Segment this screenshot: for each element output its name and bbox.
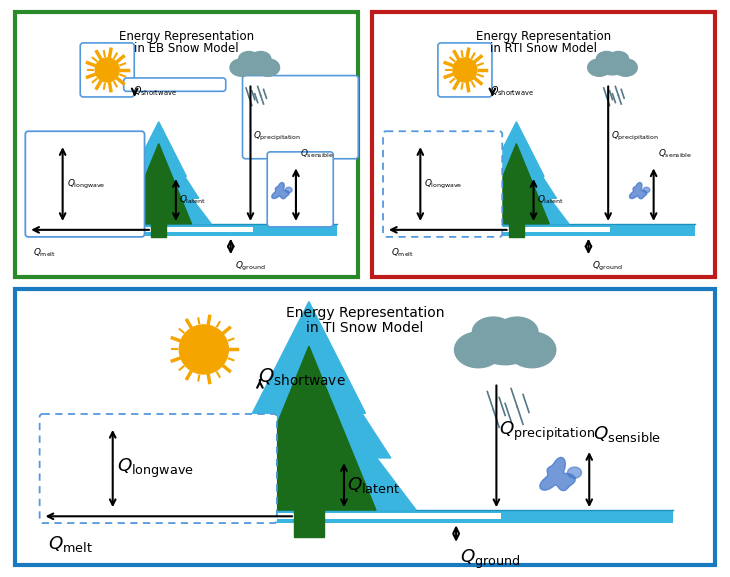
Polygon shape bbox=[126, 144, 191, 224]
Text: $Q_{\mathregular{latent}}$: $Q_{\mathregular{latent}}$ bbox=[537, 194, 564, 206]
Bar bbox=[509, 224, 523, 237]
Text: $Q_{\mathregular{melt}}$: $Q_{\mathregular{melt}}$ bbox=[391, 247, 414, 259]
Text: Energy Representation: Energy Representation bbox=[285, 306, 445, 320]
Polygon shape bbox=[483, 144, 549, 224]
Text: $Q_{\mathregular{latent}}$: $Q_{\mathregular{latent}}$ bbox=[347, 475, 400, 495]
Polygon shape bbox=[131, 122, 186, 177]
Polygon shape bbox=[106, 155, 211, 224]
Ellipse shape bbox=[455, 332, 502, 368]
Ellipse shape bbox=[496, 317, 538, 347]
Ellipse shape bbox=[508, 332, 556, 368]
Text: $Q_{\mathregular{sensible}}$: $Q_{\mathregular{sensible}}$ bbox=[593, 424, 661, 444]
FancyBboxPatch shape bbox=[438, 43, 492, 97]
Ellipse shape bbox=[596, 51, 617, 66]
Polygon shape bbox=[201, 369, 416, 510]
FancyBboxPatch shape bbox=[39, 414, 277, 523]
FancyBboxPatch shape bbox=[242, 76, 358, 159]
Text: $Q_{\mathregular{longwave}}$: $Q_{\mathregular{longwave}}$ bbox=[424, 178, 463, 190]
Polygon shape bbox=[242, 346, 376, 510]
Text: $Q_{\mathregular{longwave}}$: $Q_{\mathregular{longwave}}$ bbox=[117, 457, 193, 480]
Polygon shape bbox=[488, 122, 544, 177]
Text: $Q_{\mathregular{ground}}$: $Q_{\mathregular{ground}}$ bbox=[460, 548, 520, 571]
Bar bbox=[35, 224, 337, 236]
Ellipse shape bbox=[256, 59, 280, 76]
Ellipse shape bbox=[472, 317, 514, 347]
Polygon shape bbox=[227, 331, 391, 458]
Text: $Q_{\mathregular{sensible}}$: $Q_{\mathregular{sensible}}$ bbox=[658, 148, 692, 160]
Bar bbox=[294, 510, 324, 537]
Ellipse shape bbox=[588, 59, 611, 76]
Bar bbox=[393, 224, 695, 236]
Bar bbox=[57, 510, 673, 523]
Text: in TI Snow Model: in TI Snow Model bbox=[307, 321, 423, 335]
Ellipse shape bbox=[230, 59, 253, 76]
Polygon shape bbox=[272, 182, 289, 199]
Polygon shape bbox=[285, 187, 292, 193]
Text: $Q_{\mathregular{latent}}$: $Q_{\mathregular{latent}}$ bbox=[179, 194, 206, 206]
Text: $Q_{\mathregular{precipitation}}$: $Q_{\mathregular{precipitation}}$ bbox=[253, 130, 301, 144]
Bar bbox=[131, 513, 501, 519]
Polygon shape bbox=[567, 467, 582, 478]
Text: $Q_{\mathregular{ground}}$: $Q_{\mathregular{ground}}$ bbox=[235, 260, 266, 273]
Bar bbox=[72, 227, 253, 232]
Ellipse shape bbox=[250, 51, 271, 66]
Polygon shape bbox=[643, 187, 650, 193]
Text: in RTI Snow Model: in RTI Snow Model bbox=[491, 42, 597, 55]
Polygon shape bbox=[464, 155, 569, 224]
Polygon shape bbox=[629, 182, 647, 199]
FancyBboxPatch shape bbox=[267, 152, 334, 227]
Ellipse shape bbox=[598, 54, 627, 75]
Text: Energy Representation: Energy Representation bbox=[476, 29, 612, 43]
Ellipse shape bbox=[240, 54, 269, 75]
Text: $Q_{\mathregular{shortwave}}$: $Q_{\mathregular{shortwave}}$ bbox=[258, 367, 345, 388]
Text: $Q_{\mathregular{melt}}$: $Q_{\mathregular{melt}}$ bbox=[47, 534, 93, 554]
Text: $Q_{\mathregular{precipitation}}$: $Q_{\mathregular{precipitation}}$ bbox=[499, 419, 596, 443]
Text: $Q_{\mathregular{shortwave}}$: $Q_{\mathregular{shortwave}}$ bbox=[491, 84, 534, 98]
Circle shape bbox=[453, 58, 477, 82]
Text: $Q_{\mathregular{melt}}$: $Q_{\mathregular{melt}}$ bbox=[34, 247, 56, 259]
FancyBboxPatch shape bbox=[15, 12, 358, 277]
Ellipse shape bbox=[614, 59, 637, 76]
Polygon shape bbox=[253, 302, 366, 413]
Polygon shape bbox=[476, 136, 556, 198]
Bar bbox=[429, 227, 610, 232]
Ellipse shape bbox=[239, 51, 259, 66]
Bar bbox=[151, 224, 166, 237]
FancyBboxPatch shape bbox=[80, 43, 134, 97]
Ellipse shape bbox=[608, 51, 629, 66]
Text: Energy Representation: Energy Representation bbox=[118, 29, 254, 43]
Ellipse shape bbox=[475, 323, 535, 365]
Text: $Q_{\mathregular{precipitation}}$: $Q_{\mathregular{precipitation}}$ bbox=[611, 130, 659, 144]
FancyBboxPatch shape bbox=[123, 78, 226, 91]
Ellipse shape bbox=[246, 54, 264, 67]
Polygon shape bbox=[539, 458, 575, 490]
Text: $Q_{\mathregular{shortwave}}$: $Q_{\mathregular{shortwave}}$ bbox=[133, 84, 177, 98]
FancyBboxPatch shape bbox=[26, 131, 145, 237]
Circle shape bbox=[95, 58, 119, 82]
Text: $Q_{\mathregular{ground}}$: $Q_{\mathregular{ground}}$ bbox=[593, 260, 623, 273]
Polygon shape bbox=[118, 136, 199, 198]
Text: in EB Snow Model: in EB Snow Model bbox=[134, 42, 239, 55]
FancyBboxPatch shape bbox=[383, 131, 502, 237]
Circle shape bbox=[180, 325, 228, 374]
Ellipse shape bbox=[604, 54, 621, 67]
Text: $Q_{\mathregular{sensible}}$: $Q_{\mathregular{sensible}}$ bbox=[300, 148, 334, 160]
FancyBboxPatch shape bbox=[372, 12, 715, 277]
FancyBboxPatch shape bbox=[15, 288, 715, 565]
Ellipse shape bbox=[488, 321, 523, 349]
Text: $Q_{\mathregular{longwave}}$: $Q_{\mathregular{longwave}}$ bbox=[66, 178, 105, 190]
